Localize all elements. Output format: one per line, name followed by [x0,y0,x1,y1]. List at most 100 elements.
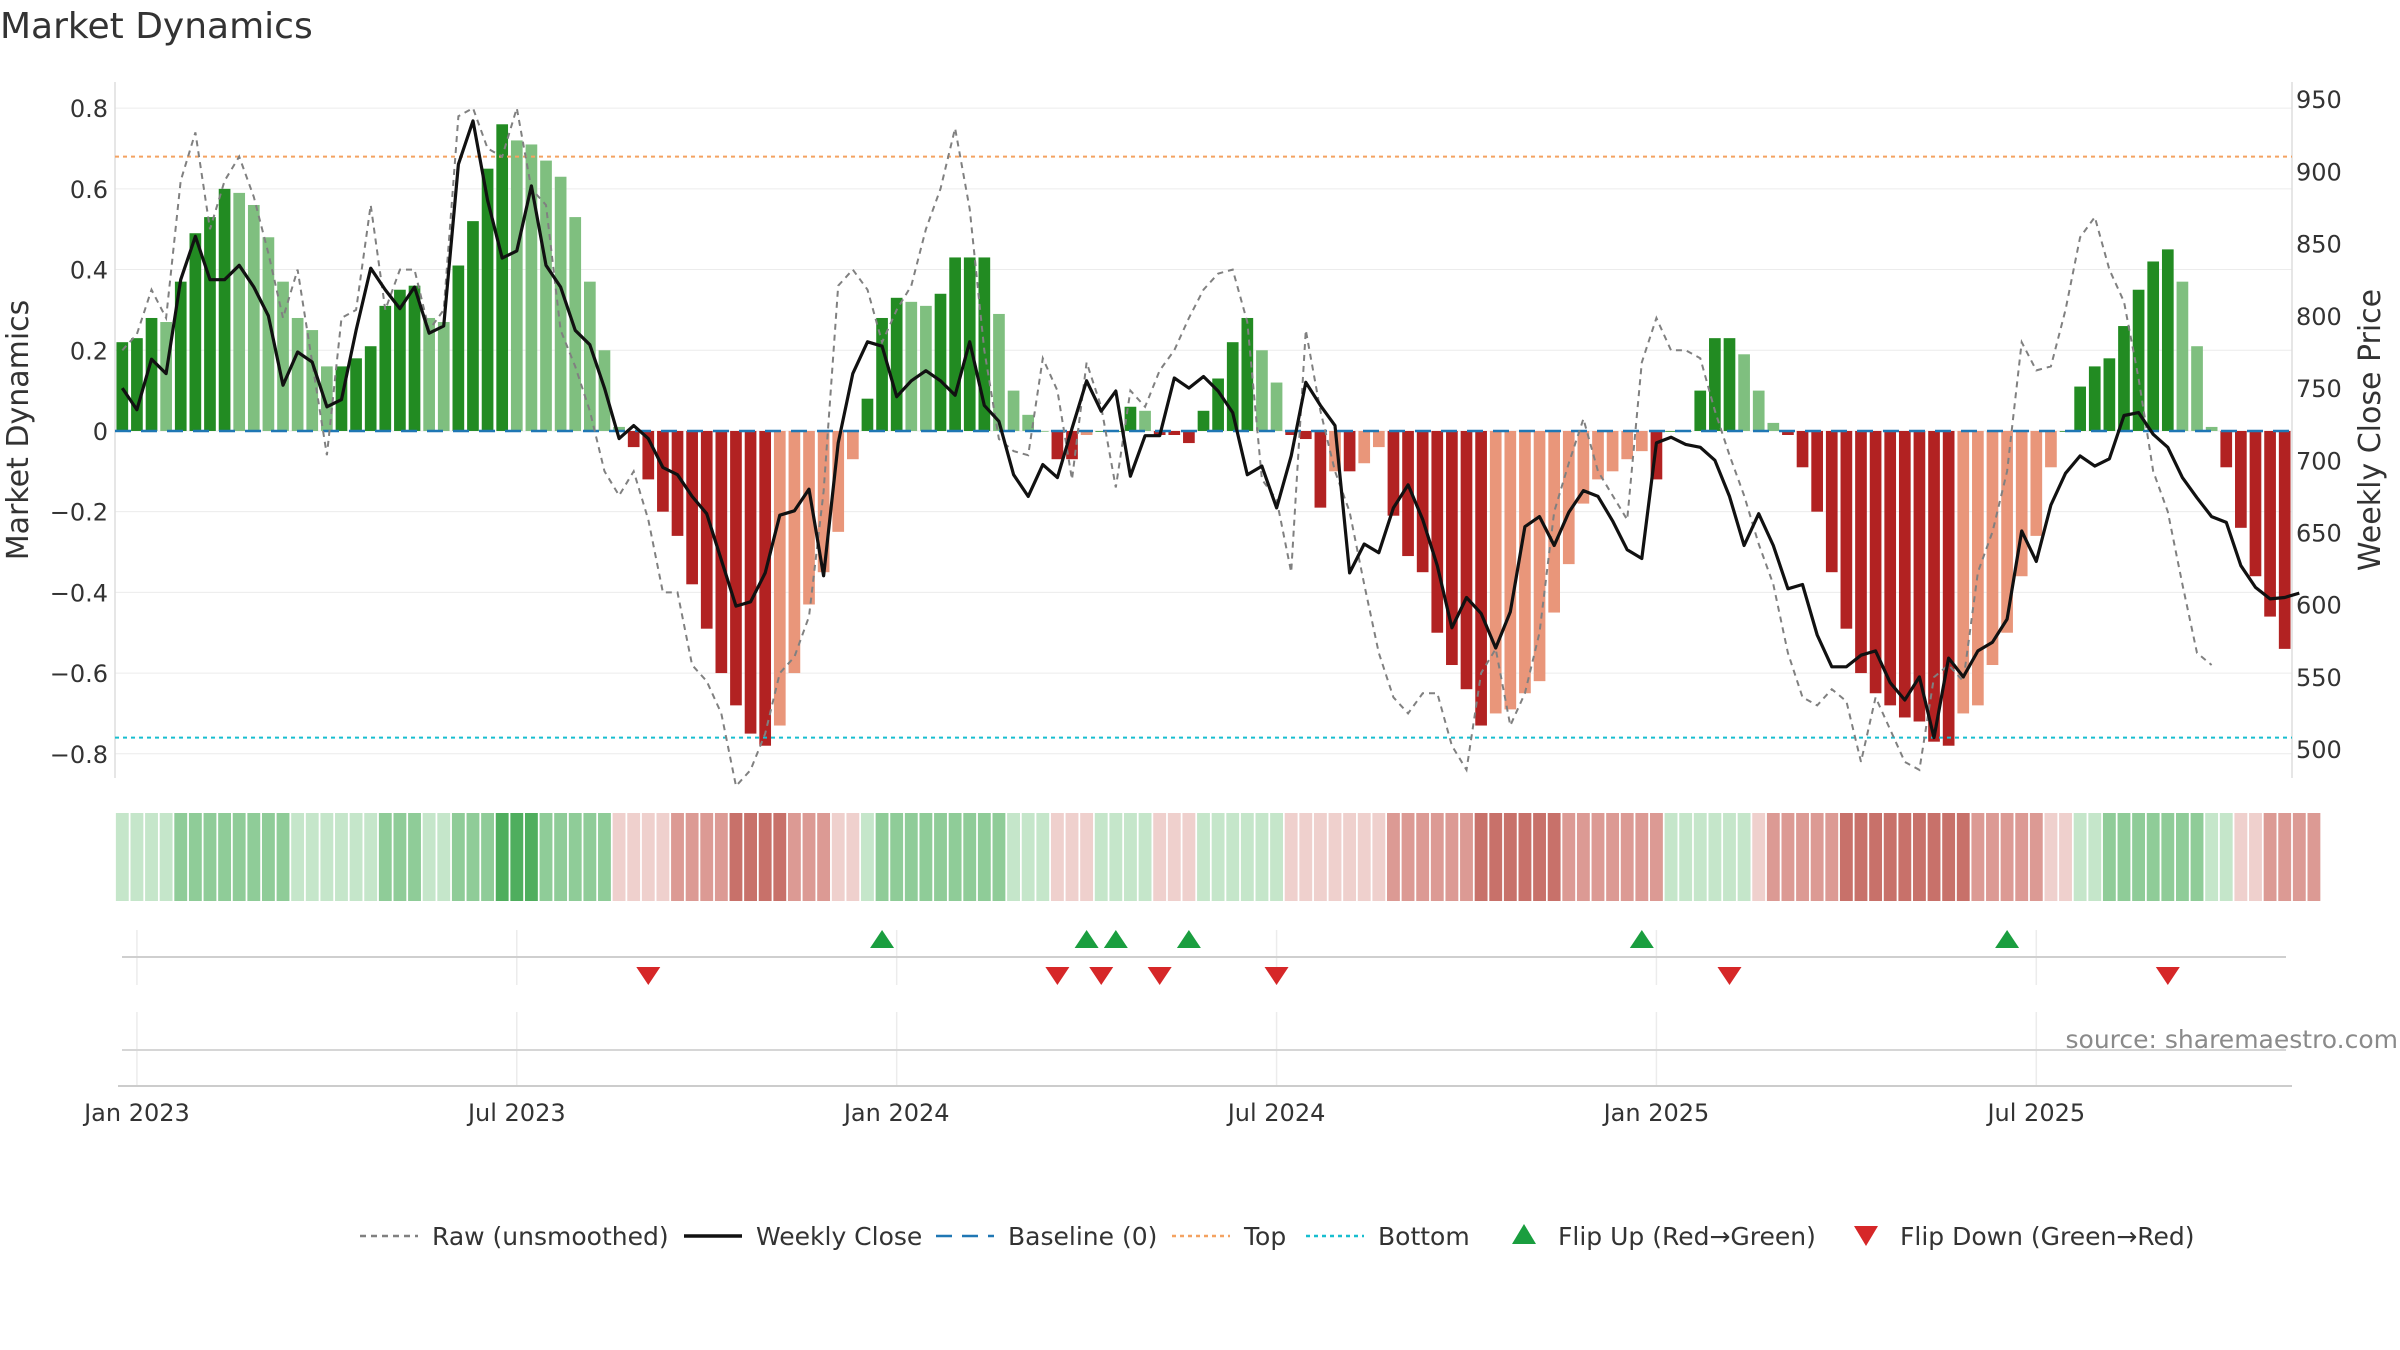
heat-cell [1328,813,1342,901]
legend-flip-up-swatch [1512,1224,1536,1244]
momentum-bar [160,322,172,431]
momentum-bar [116,342,129,431]
empty-bottom-panel [118,1049,2292,1087]
left-tick-label: −0.6 [50,660,108,688]
heat-cell [2219,813,2233,901]
momentum-bar [218,188,231,431]
momentum-bar [1489,430,1502,714]
heat-cell [1138,813,1152,901]
momentum-bar [2176,281,2189,431]
heat-cell [364,813,378,901]
momentum-bar [2001,430,2013,633]
legend-item: Flip Up (Red→Green) [1512,1222,1816,1251]
heat-cell [802,813,816,901]
momentum-bar [2045,430,2057,468]
momentum-bar [408,285,421,431]
heat-cell [1080,813,1094,901]
momentum-bar [1855,430,1867,674]
flip-up-marker [1176,930,1201,948]
momentum-bar [1562,430,1575,565]
heat-cell [963,813,977,901]
momentum-bar [1051,430,1064,460]
heat-cell [1547,813,1561,901]
heat-cell [1211,813,1225,901]
momentum-bar [247,204,260,431]
heat-cell [2117,813,2131,901]
momentum-bar [1606,430,1619,472]
heat-cell [1357,813,1371,901]
heat-cell [247,813,261,901]
momentum-bar [1972,430,1984,706]
momentum-bar [204,217,216,431]
heat-cell [2161,813,2175,901]
heat-cell [2292,813,2306,901]
momentum-bar [803,430,815,605]
heat-cell [1065,813,1079,901]
heat-cell [1299,813,1313,901]
momentum-bar [1197,410,1210,431]
heat-cell [1635,813,1649,901]
heat-cell [2146,813,2160,901]
momentum-bar [613,426,625,431]
right-tick-label: 850 [2296,231,2342,259]
momentum-bar [1299,430,1312,440]
momentum-bar [920,305,932,431]
momentum-bar [1957,430,1970,714]
heat-cell [174,813,188,901]
heat-cell [1167,813,1181,901]
flip-down-marker [1264,967,1289,985]
x-tick-label: Jul 2025 [1985,1099,2085,1127]
left-tick-label: −0.8 [50,741,108,769]
flip-down-marker [636,967,661,985]
heat-cell [612,813,626,901]
right-axis-label: Weekly Close Price [2353,289,2388,571]
heat-cell [1153,813,1167,901]
source-note: source: sharemaestro.com [2066,1025,2399,1054]
momentum-bar [1285,430,1298,435]
momentum-bar [2278,430,2291,649]
momentum-bar [642,430,655,480]
heat-cell [1606,813,1620,901]
right-tick-label: 950 [2296,86,2342,114]
heat-cell [524,813,538,901]
heat-cell [203,813,217,901]
momentum-bar [1621,430,1634,460]
momentum-bar [379,305,392,431]
heat-cell [787,813,801,901]
momentum-bar [233,192,246,431]
chart-title: Market Dynamics [0,6,313,47]
momentum-bar [145,317,158,431]
heat-cell [817,813,831,901]
momentum-bar [2074,386,2086,431]
momentum-bar [1548,430,1561,613]
x-tick-label: Jan 2023 [82,1099,190,1127]
momentum-bar [671,430,684,536]
momentum-bar [467,221,479,431]
flip-up-marker [1995,930,2020,948]
heat-cell [1986,813,1999,901]
momentum-bar [832,430,845,532]
heat-cell [1430,813,1444,901]
heat-cell [1489,813,1503,901]
heat-cell [2073,813,2087,901]
legend-item: Baseline (0) [936,1222,1157,1251]
momentum-bar [1752,390,1765,431]
heat-cell [875,813,889,901]
momentum-bar [321,366,333,431]
momentum-bar [481,168,494,431]
heat-cell [2278,813,2292,901]
heat-cell [1912,813,1926,901]
heat-cell [598,813,611,901]
momentum-bar [1796,430,1809,468]
momentum-bar [306,330,319,431]
heat-cell [1124,813,1137,901]
momentum-bar [2264,430,2276,617]
legend-label: Baseline (0) [1008,1222,1157,1251]
momentum-bar [2132,289,2145,431]
momentum-bar [423,317,435,431]
right-tick-label: 500 [2296,736,2342,764]
heat-cell [408,813,421,901]
heat-cell [1503,813,1517,901]
momentum-bar [1022,414,1035,431]
